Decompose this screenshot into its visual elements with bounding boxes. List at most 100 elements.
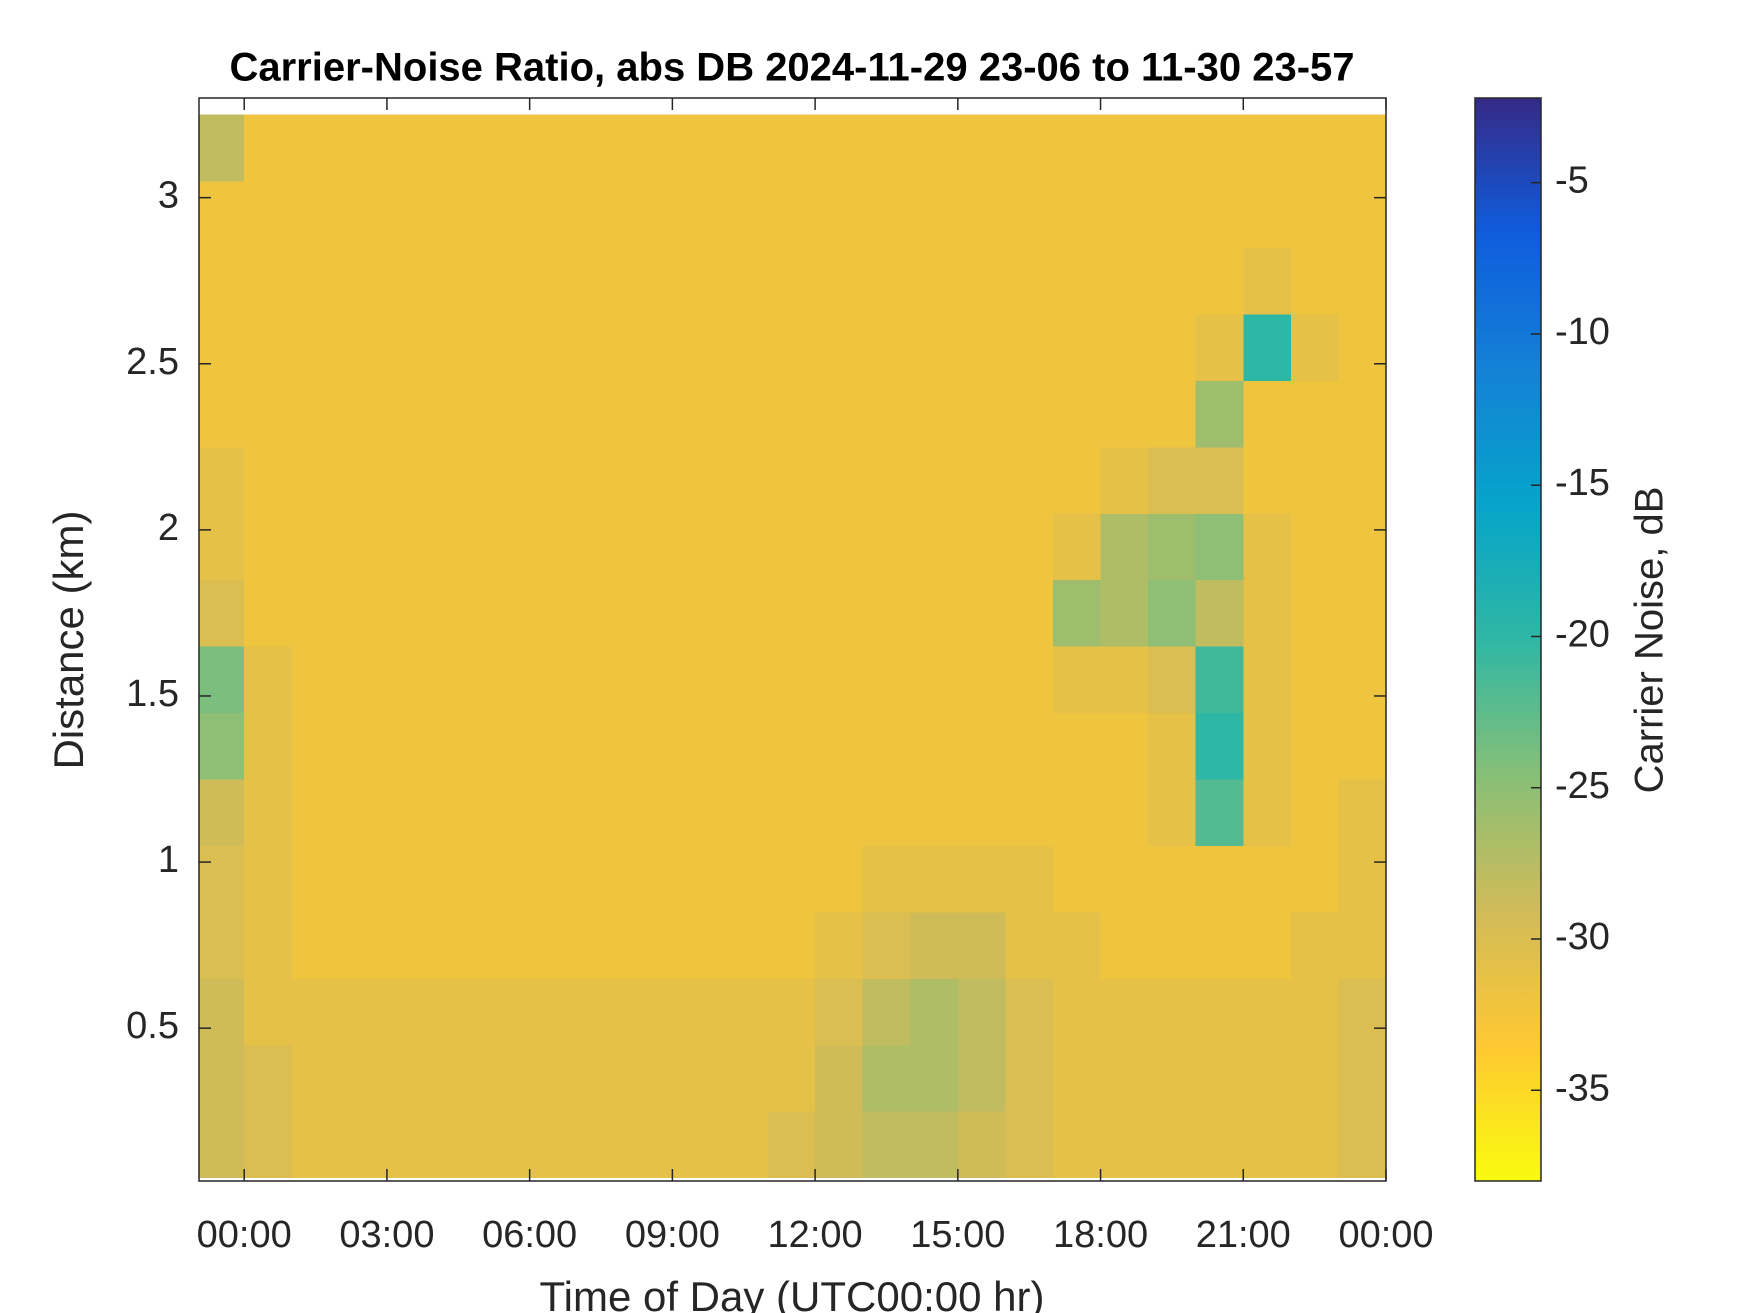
cell bbox=[244, 978, 293, 1046]
cell bbox=[482, 380, 531, 448]
cell bbox=[1148, 646, 1197, 714]
cell bbox=[719, 646, 769, 714]
cell bbox=[577, 513, 626, 581]
cell bbox=[862, 247, 911, 315]
cell bbox=[529, 380, 578, 448]
plot-frame bbox=[198, 97, 1387, 1182]
cell bbox=[434, 247, 483, 315]
cell bbox=[291, 313, 340, 381]
colorbar-tick-label: -15 bbox=[1555, 462, 1610, 504]
cell bbox=[1290, 579, 1339, 647]
cell bbox=[244, 579, 293, 647]
cell bbox=[672, 1044, 721, 1112]
cell bbox=[719, 313, 769, 381]
cell bbox=[577, 646, 626, 714]
cell bbox=[1290, 712, 1339, 780]
cell bbox=[672, 446, 721, 514]
cell bbox=[1148, 845, 1197, 913]
cell bbox=[386, 579, 435, 647]
cell bbox=[1148, 114, 1197, 182]
cell bbox=[1005, 1111, 1054, 1179]
y-tick-label: 1 bbox=[158, 839, 179, 881]
cell bbox=[672, 313, 721, 381]
cell bbox=[482, 114, 531, 182]
cell bbox=[910, 911, 959, 979]
cell bbox=[1148, 313, 1197, 381]
cell bbox=[291, 1111, 340, 1179]
cell bbox=[577, 446, 626, 514]
cell bbox=[199, 845, 245, 913]
cell bbox=[529, 712, 578, 780]
cell bbox=[434, 845, 483, 913]
cell bbox=[672, 181, 721, 248]
cell bbox=[244, 513, 293, 581]
cell bbox=[386, 181, 435, 248]
x-tick-label: 06:00 bbox=[482, 1214, 577, 1256]
cell bbox=[1005, 712, 1054, 780]
cell bbox=[957, 1044, 1006, 1112]
cell bbox=[815, 114, 864, 182]
cell bbox=[815, 646, 864, 714]
cell bbox=[386, 845, 435, 913]
colorbar bbox=[1474, 97, 1542, 1182]
cell bbox=[339, 380, 388, 448]
cell bbox=[434, 712, 483, 780]
cell bbox=[624, 1111, 673, 1179]
cell bbox=[1195, 579, 1244, 647]
cell bbox=[910, 646, 959, 714]
cell bbox=[957, 779, 1006, 846]
cell bbox=[577, 247, 626, 315]
cell bbox=[434, 1044, 483, 1112]
cell bbox=[1005, 247, 1054, 315]
cell bbox=[672, 1111, 721, 1179]
y-tick-label: 2.5 bbox=[126, 341, 179, 383]
cell bbox=[434, 1111, 483, 1179]
cell bbox=[1100, 313, 1149, 381]
y-axis-label: Distance (km) bbox=[45, 510, 92, 769]
cell bbox=[1052, 513, 1102, 581]
cell bbox=[244, 779, 293, 846]
cell bbox=[910, 513, 959, 581]
chart-title: Carrier-Noise Ratio, abs DB 2024-11-29 2… bbox=[229, 46, 1354, 90]
cell bbox=[719, 247, 769, 315]
cell bbox=[577, 779, 626, 846]
cell bbox=[1052, 1044, 1102, 1112]
cell bbox=[1338, 1044, 1387, 1112]
cell bbox=[1100, 579, 1149, 647]
cell bbox=[624, 911, 673, 979]
cell bbox=[624, 181, 673, 248]
cell bbox=[1195, 712, 1244, 780]
cell bbox=[199, 712, 245, 780]
cell bbox=[862, 380, 911, 448]
colorbar-label: Carrier Noise, dB bbox=[1628, 487, 1672, 794]
cell bbox=[386, 1111, 435, 1179]
cell bbox=[624, 513, 673, 581]
cell bbox=[339, 181, 388, 248]
cell bbox=[291, 380, 340, 448]
cell bbox=[1148, 446, 1197, 514]
cell bbox=[910, 446, 959, 514]
cell bbox=[1005, 114, 1054, 182]
cell bbox=[862, 513, 911, 581]
cell bbox=[767, 1044, 816, 1112]
cell bbox=[386, 712, 435, 780]
cell bbox=[1290, 446, 1339, 514]
cell bbox=[1052, 1111, 1102, 1179]
cell bbox=[199, 1044, 245, 1112]
cell bbox=[1052, 181, 1102, 248]
cell bbox=[339, 1111, 388, 1179]
cell bbox=[1338, 313, 1387, 381]
cell bbox=[719, 911, 769, 979]
cell bbox=[957, 911, 1006, 979]
cell bbox=[244, 313, 293, 381]
cell bbox=[482, 579, 531, 647]
cell bbox=[199, 114, 245, 182]
cell bbox=[434, 114, 483, 182]
cell bbox=[767, 247, 816, 315]
cell bbox=[1290, 779, 1339, 846]
cell bbox=[386, 978, 435, 1046]
cell bbox=[434, 911, 483, 979]
cell bbox=[1338, 446, 1387, 514]
cell bbox=[482, 712, 531, 780]
cell bbox=[1052, 579, 1102, 647]
